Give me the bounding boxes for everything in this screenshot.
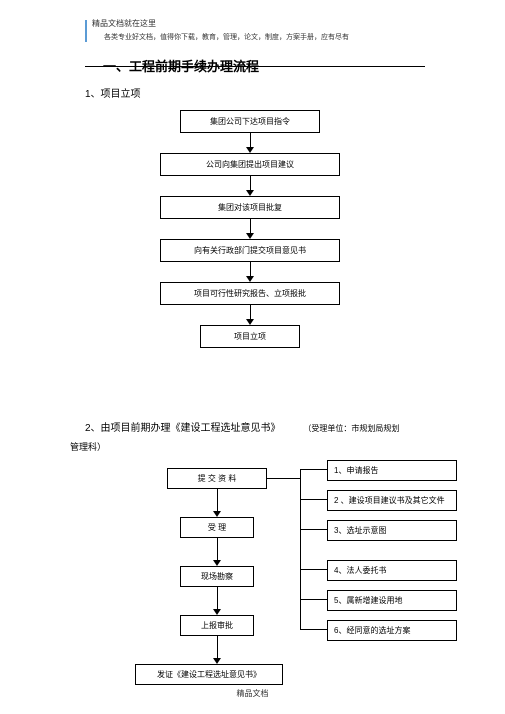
arrow-line [250,133,251,147]
connector-line [300,569,327,570]
arrow-down-icon [213,609,221,615]
header-accent [85,20,87,42]
connector-line [267,478,300,479]
flow2-right-0: 1、申请报告 [327,460,457,481]
flow1-box-1: 公司向集团提出项目建议 [160,153,340,176]
arrow-down-icon [213,511,221,517]
connector-line [300,529,327,530]
flow2-left-4: 发证《建设工程选址意见书》 [135,664,283,685]
flow1-box-5: 项目立项 [200,325,300,348]
flow1-box-3: 向有关行政部门提交项目意见书 [160,239,340,262]
arrow-line [250,305,251,319]
arrow-line [250,262,251,276]
connector-line [300,469,301,630]
section2-text-c: 管理科） [70,440,106,453]
flow2-left-1: 受 理 [180,517,254,538]
section1-label: 1、项目立项 [85,85,141,100]
arrow-line [217,537,218,560]
arrow-down-icon [213,658,221,664]
flow2-right-5: 6、经同意的选址方案 [327,620,457,641]
flowchart2: 提 交 资 料 受 理 现场勘察 上报审批 发证《建设工程选址意见书》 1、申请… [75,460,475,690]
header-title: 精品文档就在这里 [92,18,156,29]
arrow-down-icon [213,560,221,566]
connector-line [300,499,327,500]
flow2-left-2: 现场勘察 [180,566,254,587]
connector-line [300,629,327,630]
flow2-right-4: 5、属新增建设用地 [327,590,457,611]
flow1-box-2: 集团对该项目批复 [160,196,340,219]
section2-label: 2、由项目前期办理《建设工程选址意见书》 （受理单位：市规划局规划 [85,420,399,438]
flow2-right-1: 2 、建设项目建议书及其它文件 [327,490,457,511]
arrow-line [217,635,218,658]
arrow-line [217,488,218,511]
flowchart1: 集团公司下达项目指令 公司向集团提出项目建议 集团对该项目批复 向有关行政部门提… [145,110,355,348]
arrow-line [250,219,251,233]
flow2-right-3: 4、法人委托书 [327,560,457,581]
connector-line [300,469,327,470]
flow1-box-0: 集团公司下达项目指令 [180,110,320,133]
section2-text-b: （受理单位：市规划局规划 [303,424,399,433]
section2-text-a: 2、由项目前期办理《建设工程选址意见书》 [85,423,281,434]
title-underline [85,66,425,67]
connector-line [300,599,327,600]
flow2-right-2: 3、选址示意图 [327,520,457,541]
flow1-box-4: 项目可行性研究报告、立项报批 [160,282,340,305]
arrow-line [217,586,218,609]
header-subtitle: 各类专业好文档，值得你下载，教育，管理，论文，制度，方案手册，应有尽有 [104,32,349,42]
arrow-line [250,176,251,190]
flow2-left-3: 上报审批 [180,615,254,636]
flow2-left-0: 提 交 资 料 [167,468,267,489]
footer-text: 精品文档 [0,688,505,699]
